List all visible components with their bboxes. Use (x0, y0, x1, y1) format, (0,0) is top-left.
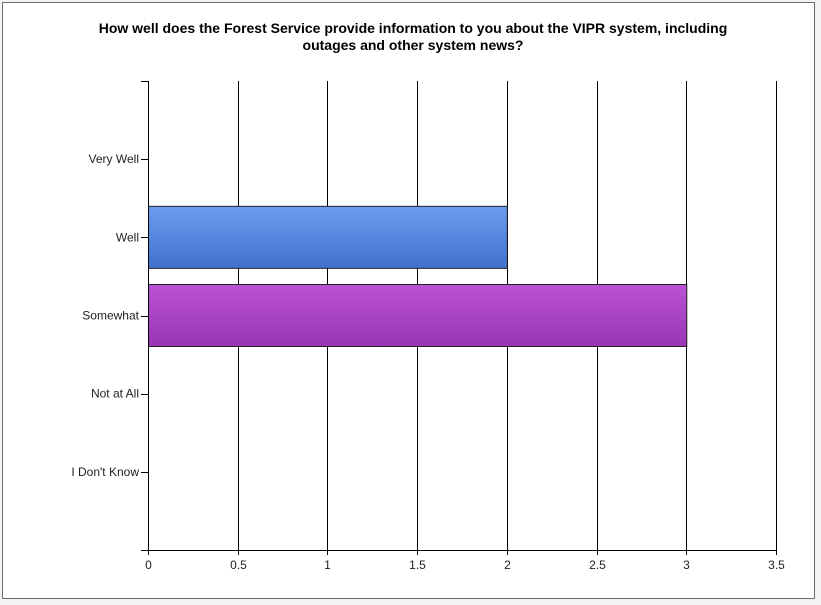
y-category-label: Not at All (91, 387, 139, 401)
y-category-label: Somewhat (82, 309, 139, 323)
chart-title-line-1: How well does the Forest Service provide… (99, 20, 728, 36)
y-category-label: Very Well (89, 152, 139, 166)
x-tick-label: 2.5 (589, 558, 606, 572)
bar-somewhat (148, 284, 688, 347)
x-tick-label: 2 (504, 558, 511, 572)
x-tick-label: 0.5 (230, 558, 247, 572)
x-tick-label: 1.5 (409, 558, 426, 572)
x-tick-label: 1 (324, 558, 331, 572)
axes: 0 0.5 1 1.5 2 2.5 3 3.5 Very Well Well Somewhat Not… (71, 81, 785, 572)
x-tick-label: 0 (145, 558, 152, 572)
x-tick-label: 3 (683, 558, 690, 572)
chart-title-line-2: outages and other system news? (303, 37, 524, 53)
bar-well (148, 205, 508, 269)
y-category-label: I Don't Know (71, 465, 139, 479)
y-category-label: Well (116, 230, 139, 244)
bar-chart: How well does the Forest Service provide… (71, 20, 785, 572)
chart-frame: How well does the Forest Service provide… (2, 2, 815, 599)
bars (148, 205, 688, 347)
x-tick-label: 3.5 (768, 558, 785, 572)
